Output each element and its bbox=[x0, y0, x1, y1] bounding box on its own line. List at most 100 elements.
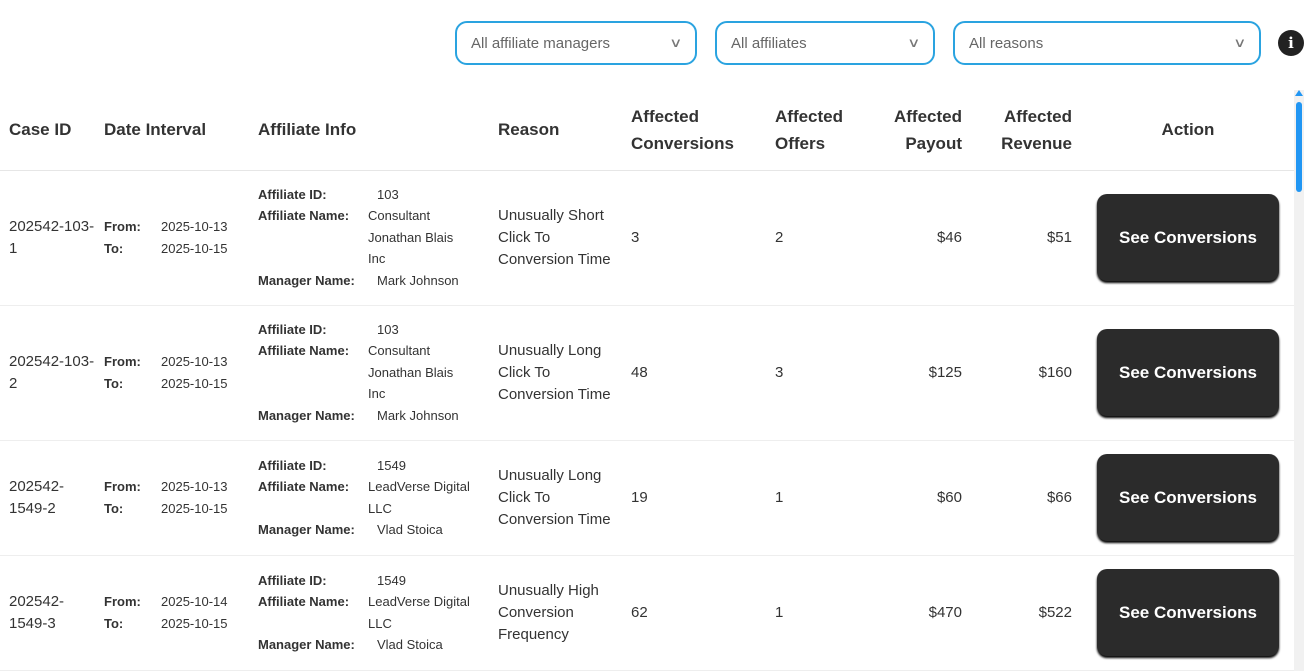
table-row: 202542-1549-2 From: 2025-10-13 To: 2025-10… bbox=[0, 440, 1294, 556]
affiliate-managers-select[interactable]: All affiliate managers ∨ bbox=[455, 21, 697, 65]
affected-conversions: 62 bbox=[622, 555, 766, 671]
affected-conversions: 3 bbox=[622, 170, 766, 306]
affected-revenue: $66 bbox=[972, 440, 1082, 556]
affiliate-info: Affiliate ID: 103 Affiliate Name: Consulta… bbox=[250, 305, 489, 441]
action-cell: See Conversions bbox=[1082, 170, 1294, 306]
date-interval: From: 2025-10-13 To: 2025-10-15 bbox=[95, 440, 250, 556]
affiliate-id: 103 bbox=[377, 186, 399, 202]
table-header: Case ID Date Interval Affiliate Info Rea… bbox=[0, 90, 1294, 171]
affiliate-id: 1549 bbox=[377, 572, 406, 588]
reason: Unusually Short Click To Conversion Time bbox=[489, 170, 622, 306]
select-value: All reasons bbox=[969, 34, 1044, 52]
info-icon[interactable]: i bbox=[1278, 30, 1304, 56]
affiliate-id-label: Affiliate ID: bbox=[258, 321, 327, 337]
see-conversions-button[interactable]: See Conversions bbox=[1097, 454, 1279, 541]
chevron-down-icon: ∨ bbox=[907, 35, 921, 50]
col-affected-payout[interactable]: Affected Payout bbox=[876, 90, 972, 171]
affiliate-name: Consultant Jonathan Blais Inc bbox=[368, 343, 454, 402]
scrollbar-thumb[interactable] bbox=[1296, 102, 1302, 192]
affiliate-info: Affiliate ID: 103 Affiliate Name: Consulta… bbox=[250, 170, 489, 306]
date-interval: From: 2025-10-13 To: 2025-10-15 bbox=[95, 170, 250, 306]
affected-payout: $60 bbox=[876, 440, 972, 556]
date-interval: From: 2025-10-14 To: 2025-10-15 bbox=[95, 555, 250, 671]
manager-name: Mark Johnson bbox=[377, 272, 459, 288]
affiliate-info: Affiliate ID: 1549 Affiliate Name: LeadVer… bbox=[250, 440, 489, 556]
to-date: 2025-10-15 bbox=[161, 240, 228, 256]
manager-name: Vlad Stoica bbox=[377, 522, 443, 537]
see-conversions-button[interactable]: See Conversions bbox=[1097, 569, 1279, 656]
case-id: 202542-1549-3 bbox=[0, 555, 95, 671]
case-id: 202542-1549-2 bbox=[0, 440, 95, 556]
affiliate-name-label: Affiliate Name: bbox=[258, 594, 350, 609]
date-interval: From: 2025-10-13 To: 2025-10-15 bbox=[95, 305, 250, 441]
affected-offers: 1 bbox=[766, 555, 876, 671]
affected-revenue: $51 bbox=[972, 170, 1082, 306]
to-date: 2025-10-15 bbox=[161, 375, 228, 391]
affiliate-id-label: Affiliate ID: bbox=[258, 186, 327, 202]
affiliate-id-label: Affiliate ID: bbox=[258, 572, 327, 588]
col-date-interval[interactable]: Date Interval bbox=[95, 90, 250, 171]
affiliate-id: 1549 bbox=[377, 457, 406, 473]
manager-name-label: Manager Name: bbox=[258, 407, 355, 423]
from-date: 2025-10-14 bbox=[161, 593, 228, 609]
affected-payout: $470 bbox=[876, 555, 972, 671]
from-label: From: bbox=[104, 478, 141, 494]
reason: Unusually Long Click To Conversion Time bbox=[489, 305, 622, 441]
affiliate-name: Consultant Jonathan Blais Inc bbox=[368, 208, 454, 267]
affiliate-name-label: Affiliate Name: bbox=[258, 208, 350, 224]
affiliate-name-label: Affiliate Name: bbox=[258, 343, 350, 359]
from-date: 2025-10-13 bbox=[161, 353, 228, 369]
affected-conversions: 19 bbox=[622, 440, 766, 556]
col-action: Action bbox=[1082, 90, 1294, 171]
reason: Unusually High Conversion Frequency bbox=[489, 555, 622, 671]
col-affected-revenue[interactable]: Affected Revenue bbox=[972, 90, 1082, 171]
case-id: 202542-103-1 bbox=[0, 170, 95, 306]
to-date: 2025-10-15 bbox=[161, 500, 228, 516]
table-row: 202542-1549-3 From: 2025-10-14 To: 2025-10… bbox=[0, 555, 1294, 671]
affiliate-id-label: Affiliate ID: bbox=[258, 457, 327, 473]
cases-table: Case ID Date Interval Affiliate Info Rea… bbox=[0, 90, 1294, 671]
filters-bar: All affiliate managers ∨ All affiliates ∨ … bbox=[455, 21, 1261, 65]
action-cell: See Conversions bbox=[1082, 555, 1294, 671]
reasons-select[interactable]: All reasons ∨ bbox=[953, 21, 1261, 65]
affiliate-id: 103 bbox=[377, 321, 399, 337]
col-affected-offers[interactable]: Affected Offers bbox=[766, 90, 876, 171]
affiliate-name-label: Affiliate Name: bbox=[258, 479, 350, 494]
affected-offers: 1 bbox=[766, 440, 876, 556]
chevron-down-icon: ∨ bbox=[669, 35, 683, 50]
col-case-id[interactable]: Case ID bbox=[0, 90, 95, 171]
manager-name-label: Manager Name: bbox=[258, 522, 355, 537]
scrollbar[interactable] bbox=[1294, 90, 1304, 671]
from-label: From: bbox=[104, 353, 141, 369]
to-label: To: bbox=[104, 615, 124, 631]
affected-payout: $125 bbox=[876, 305, 972, 441]
manager-name-label: Manager Name: bbox=[258, 272, 355, 288]
col-affected-conversions[interactable]: Affected Conversions bbox=[622, 90, 766, 171]
to-date: 2025-10-15 bbox=[161, 615, 228, 631]
affected-offers: 3 bbox=[766, 305, 876, 441]
see-conversions-button[interactable]: See Conversions bbox=[1097, 329, 1279, 416]
table-row: 202542-103-1 From: 2025-10-13 To: 2025-10-… bbox=[0, 170, 1294, 306]
col-affiliate-info[interactable]: Affiliate Info bbox=[250, 90, 489, 171]
scroll-up-arrow-icon[interactable] bbox=[1295, 90, 1303, 96]
from-label: From: bbox=[104, 218, 141, 234]
affected-revenue: $522 bbox=[972, 555, 1082, 671]
from-label: From: bbox=[104, 593, 141, 609]
see-conversions-button[interactable]: See Conversions bbox=[1097, 194, 1279, 281]
affected-offers: 2 bbox=[766, 170, 876, 306]
affected-revenue: $160 bbox=[972, 305, 1082, 441]
affected-conversions: 48 bbox=[622, 305, 766, 441]
affected-payout: $46 bbox=[876, 170, 972, 306]
case-id: 202542-103-2 bbox=[0, 305, 95, 441]
affiliate-name: LeadVerse Digital LLC bbox=[368, 479, 470, 516]
col-reason[interactable]: Reason bbox=[489, 90, 622, 171]
chevron-down-icon: ∨ bbox=[1233, 35, 1247, 50]
manager-name: Vlad Stoica bbox=[377, 637, 443, 652]
to-label: To: bbox=[104, 500, 124, 516]
to-label: To: bbox=[104, 375, 124, 391]
from-date: 2025-10-13 bbox=[161, 478, 228, 494]
reason: Unusually Long Click To Conversion Time bbox=[489, 440, 622, 556]
affiliates-select[interactable]: All affiliates ∨ bbox=[715, 21, 935, 65]
action-cell: See Conversions bbox=[1082, 440, 1294, 556]
from-date: 2025-10-13 bbox=[161, 218, 228, 234]
